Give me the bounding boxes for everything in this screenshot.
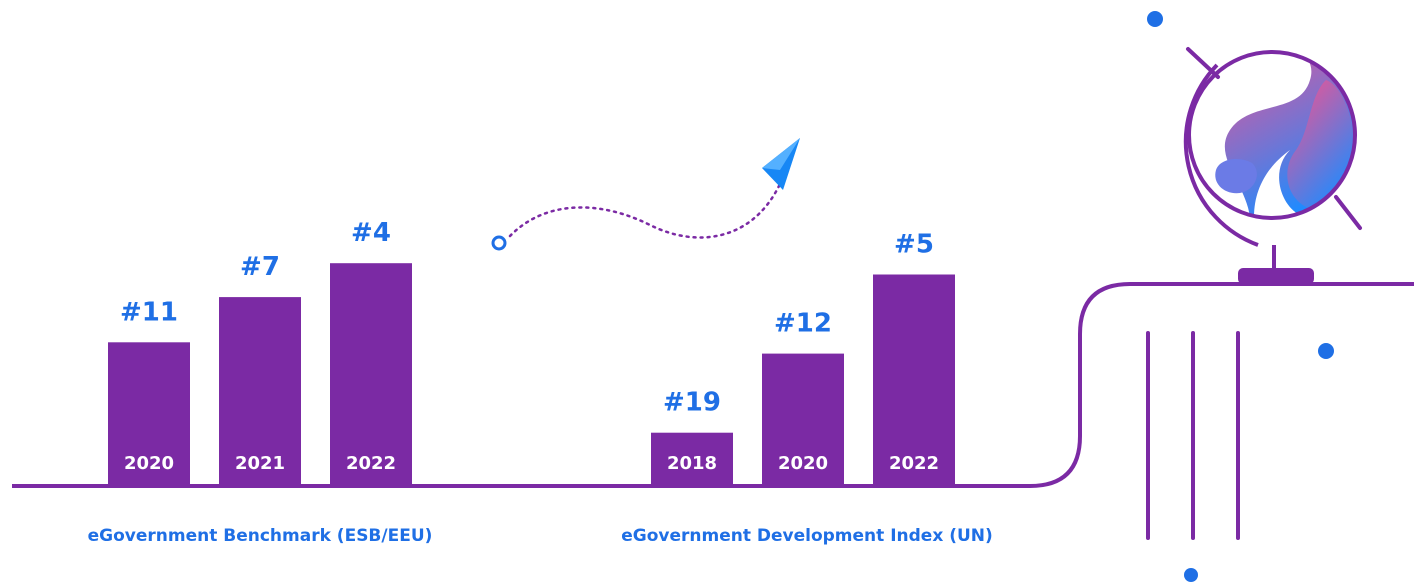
decor-dot bbox=[1147, 11, 1163, 27]
rank-bar-2020 bbox=[762, 353, 844, 484]
flight-start-circle bbox=[491, 235, 507, 251]
rank-label: #12 bbox=[774, 309, 832, 339]
year-label: 2021 bbox=[235, 453, 285, 474]
esb-benchmark-caption: eGovernment Benchmark (ESB/EEU) bbox=[88, 526, 433, 546]
rank-bar-2022 bbox=[873, 274, 955, 484]
decor-dot bbox=[1184, 568, 1198, 582]
rank-bar-2022 bbox=[330, 263, 412, 484]
rank-label: #11 bbox=[120, 297, 178, 327]
year-label: 2020 bbox=[778, 453, 828, 474]
rank-bar-2018 bbox=[651, 432, 733, 484]
rank-label: #5 bbox=[894, 230, 934, 260]
rank-label: #7 bbox=[240, 252, 280, 282]
rank-bar-2020 bbox=[108, 342, 190, 484]
table-legs bbox=[1146, 331, 1240, 540]
rank-label: #4 bbox=[351, 218, 391, 248]
rank-bar-2021 bbox=[219, 297, 301, 484]
rank-label: #19 bbox=[663, 388, 721, 418]
year-label: 2020 bbox=[124, 453, 174, 474]
un-index-chart: 2018 #19 2020 #12 2022 #5 bbox=[651, 230, 955, 484]
baseline bbox=[12, 282, 1414, 488]
esb-benchmark-chart: 2020 #11 2021 #7 2022 #4 bbox=[108, 218, 412, 484]
year-label: 2022 bbox=[346, 453, 396, 474]
paper-plane-icon bbox=[762, 138, 800, 190]
year-label: 2018 bbox=[667, 453, 717, 474]
flight-path bbox=[508, 170, 787, 239]
decor-dot bbox=[1318, 343, 1334, 359]
globe-icon bbox=[1183, 47, 1362, 284]
un-index-caption: eGovernment Development Index (UN) bbox=[621, 526, 993, 546]
year-label: 2022 bbox=[889, 453, 939, 474]
